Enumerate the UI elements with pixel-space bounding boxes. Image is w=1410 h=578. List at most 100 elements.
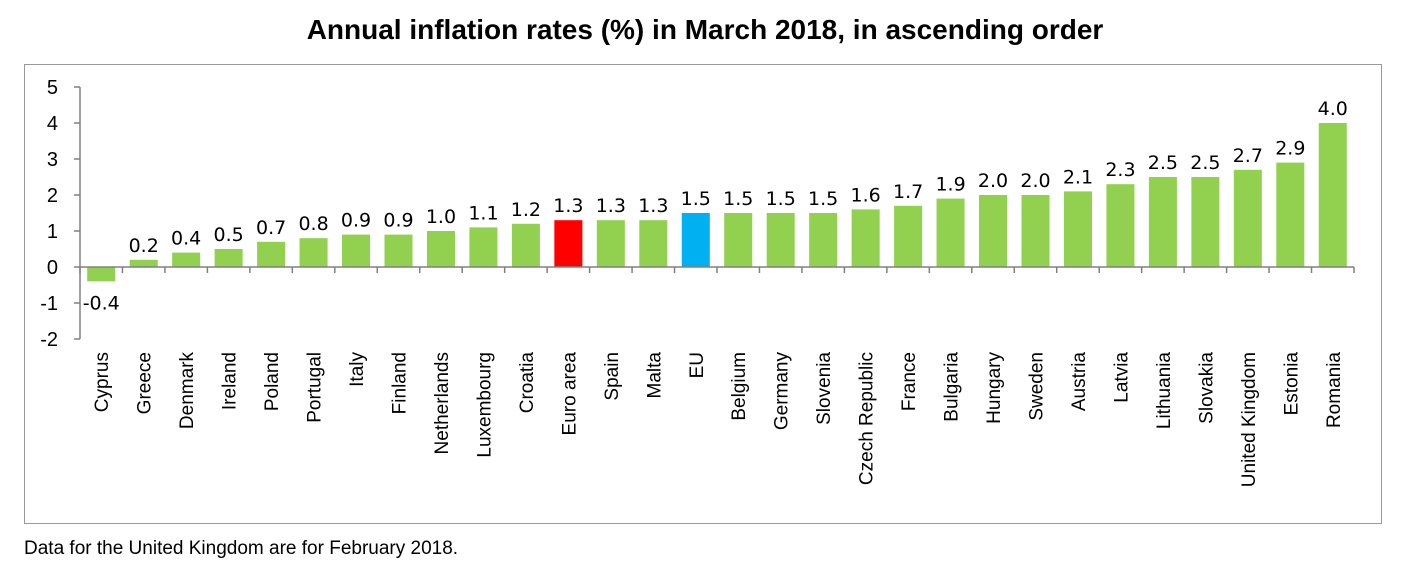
bar	[87, 267, 116, 282]
bar	[1106, 184, 1135, 267]
data-label: 0.9	[383, 210, 413, 232]
category-label: Spain	[602, 352, 623, 401]
category-label: Euro area	[559, 352, 580, 436]
data-label: 2.3	[1105, 159, 1135, 181]
category-label: Denmark	[177, 352, 198, 430]
bar	[1063, 191, 1092, 267]
y-tick-label: 3	[47, 149, 58, 171]
footnote: Data for the United Kingdom are for Febr…	[24, 538, 459, 559]
data-label: 1.5	[723, 188, 753, 210]
bar	[639, 220, 668, 267]
y-tick-label: 4	[47, 113, 58, 135]
bar	[384, 234, 413, 267]
category-label: Romania	[1324, 352, 1345, 428]
bar	[894, 205, 923, 267]
bar	[809, 213, 838, 267]
data-label: 2.1	[1063, 166, 1093, 188]
data-label: 2.9	[1275, 138, 1305, 160]
data-label: 0.5	[214, 224, 244, 246]
bar	[426, 231, 455, 267]
data-label: 1.3	[553, 195, 583, 217]
bar	[681, 213, 710, 267]
data-label: 1.2	[511, 199, 541, 221]
category-label: Germany	[772, 352, 793, 431]
data-label: 1.5	[681, 188, 711, 210]
y-tick-label: 1	[47, 221, 58, 243]
data-label: 2.0	[978, 170, 1008, 192]
bar	[1148, 177, 1177, 267]
data-label: 2.5	[1190, 152, 1220, 174]
category-label: Estonia	[1281, 352, 1302, 416]
data-label: 4.0	[1318, 98, 1348, 120]
category-label: Hungary	[984, 352, 1005, 424]
y-tick-label: -1	[40, 293, 58, 315]
data-label: 1.3	[596, 195, 626, 217]
bar	[979, 195, 1008, 267]
category-label: Slovakia	[1196, 352, 1217, 424]
category-label: Portugal	[305, 352, 326, 423]
bar	[596, 220, 625, 267]
y-tick-label: -2	[40, 329, 58, 351]
data-label: -0.4	[83, 292, 120, 314]
category-label: Bulgaria	[942, 352, 963, 422]
data-label: 2.0	[1020, 170, 1050, 192]
category-label: Poland	[262, 352, 283, 411]
y-tick-label: 0	[47, 257, 58, 279]
bar	[299, 238, 328, 267]
category-label: Cyprus	[92, 352, 113, 412]
category-label: Latvia	[1111, 352, 1132, 403]
data-label: 0.8	[298, 213, 328, 235]
chart-title: Annual inflation rates (%) in March 2018…	[306, 14, 1104, 45]
data-label: 1.5	[808, 188, 838, 210]
data-label: 0.9	[341, 210, 371, 232]
category-label: Belgium	[729, 352, 750, 421]
bar	[469, 227, 498, 267]
bar	[511, 223, 540, 267]
category-label: Lithuania	[1154, 352, 1175, 430]
bar	[936, 198, 965, 267]
bar	[851, 209, 880, 267]
bar	[1021, 195, 1050, 267]
category-label: Luxembourg	[474, 352, 495, 458]
category-label: United Kingdom	[1239, 352, 1260, 487]
bar	[766, 213, 795, 267]
category-label: Finland	[390, 352, 411, 414]
category-label: Netherlands	[432, 352, 453, 454]
data-label: 1.1	[468, 202, 498, 224]
category-label: Italy	[347, 352, 368, 387]
data-label: 1.3	[638, 195, 668, 217]
category-label: Czech Republic	[857, 352, 878, 485]
data-label: 1.0	[426, 206, 456, 228]
bar	[214, 249, 243, 267]
data-label: 0.2	[129, 235, 159, 257]
category-label: Malta	[644, 352, 665, 399]
y-tick-label: 5	[47, 77, 58, 99]
bar	[342, 234, 371, 267]
data-label: 1.5	[766, 188, 796, 210]
bar	[1191, 177, 1220, 267]
bar	[1276, 162, 1305, 267]
data-label: 0.4	[171, 228, 201, 250]
bar	[554, 220, 583, 267]
data-label: 0.7	[256, 217, 286, 239]
category-label: Austria	[1069, 352, 1090, 412]
data-label: 1.7	[893, 181, 923, 203]
data-label: 1.6	[851, 184, 881, 206]
category-label: Slovenia	[814, 352, 835, 425]
category-label: Ireland	[220, 352, 241, 410]
bar	[172, 252, 201, 267]
bar	[129, 259, 158, 267]
bar	[1233, 169, 1262, 267]
data-label: 2.5	[1148, 152, 1178, 174]
bar	[1318, 123, 1347, 267]
bar	[257, 241, 286, 267]
category-label: EU	[687, 352, 708, 378]
category-label: Sweden	[1027, 352, 1048, 421]
chart-frame	[24, 64, 1382, 524]
category-label: France	[899, 352, 920, 411]
data-label: 1.9	[935, 174, 965, 196]
category-label: Croatia	[517, 352, 538, 414]
data-label: 2.7	[1233, 145, 1263, 167]
bar	[724, 213, 753, 267]
